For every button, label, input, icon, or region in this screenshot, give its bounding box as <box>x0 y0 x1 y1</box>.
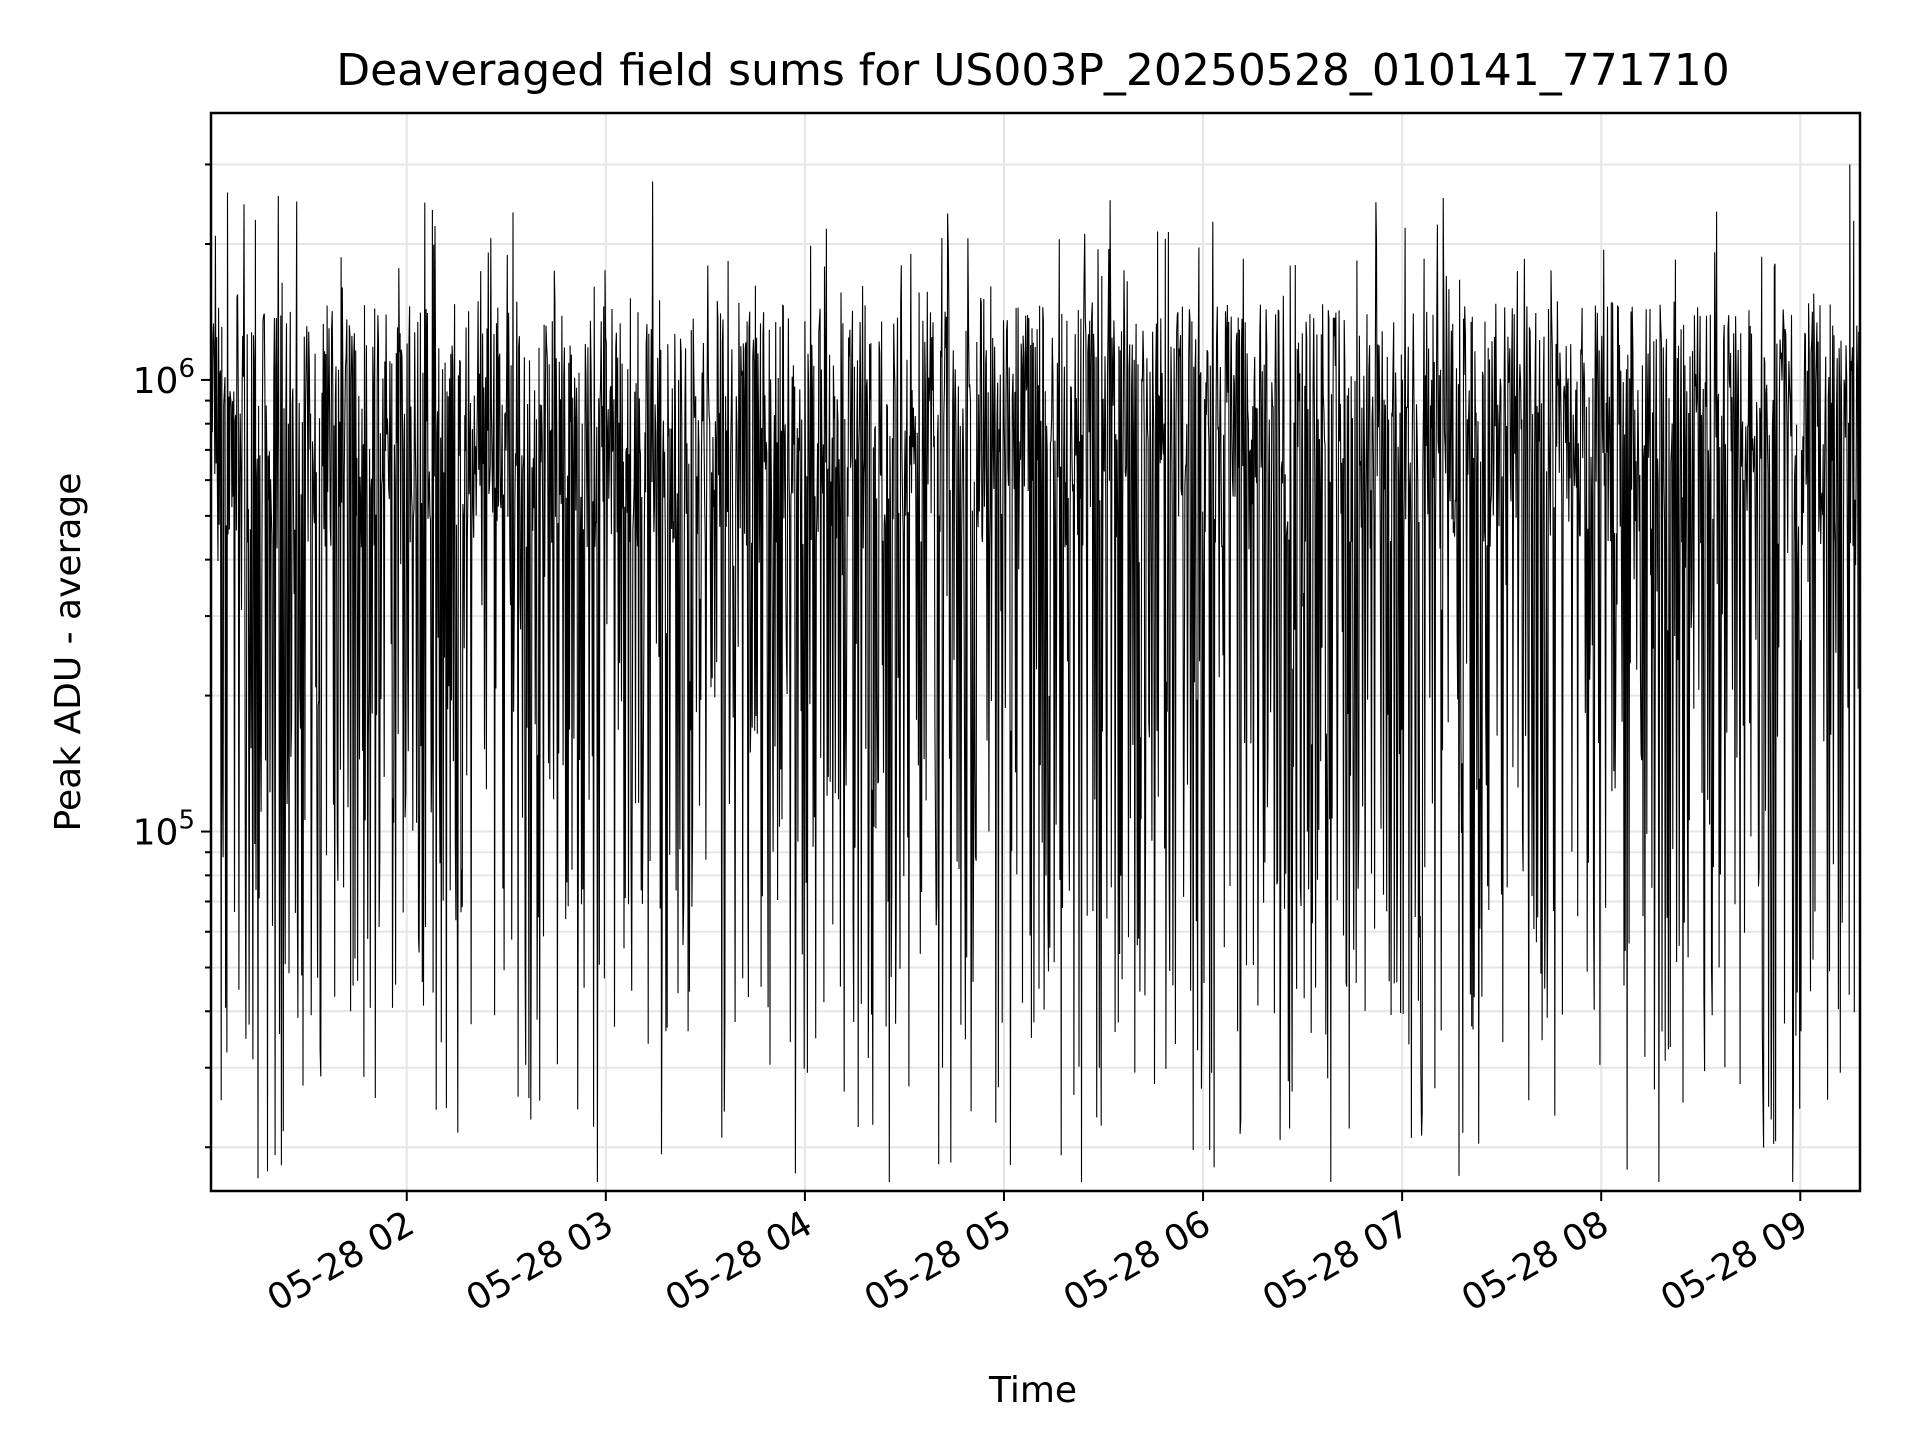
y-axis-label: Peak ADU - average <box>48 473 89 832</box>
series-line <box>210 164 1861 1183</box>
y-tick-label: 106 <box>133 354 195 402</box>
y-tick-label: 105 <box>133 806 195 854</box>
series-group <box>210 164 1861 1183</box>
y-tick-base: 10 <box>133 361 179 402</box>
y-tick-exponent: 6 <box>178 354 195 384</box>
y-tick-base: 10 <box>133 813 179 854</box>
chart-title: Deaveraged field sums for US003P_2025052… <box>336 45 1730 96</box>
y-tick-exponent: 5 <box>178 806 195 836</box>
x-axis-label: Time <box>988 1370 1077 1411</box>
plot-frame <box>209 111 1862 1193</box>
